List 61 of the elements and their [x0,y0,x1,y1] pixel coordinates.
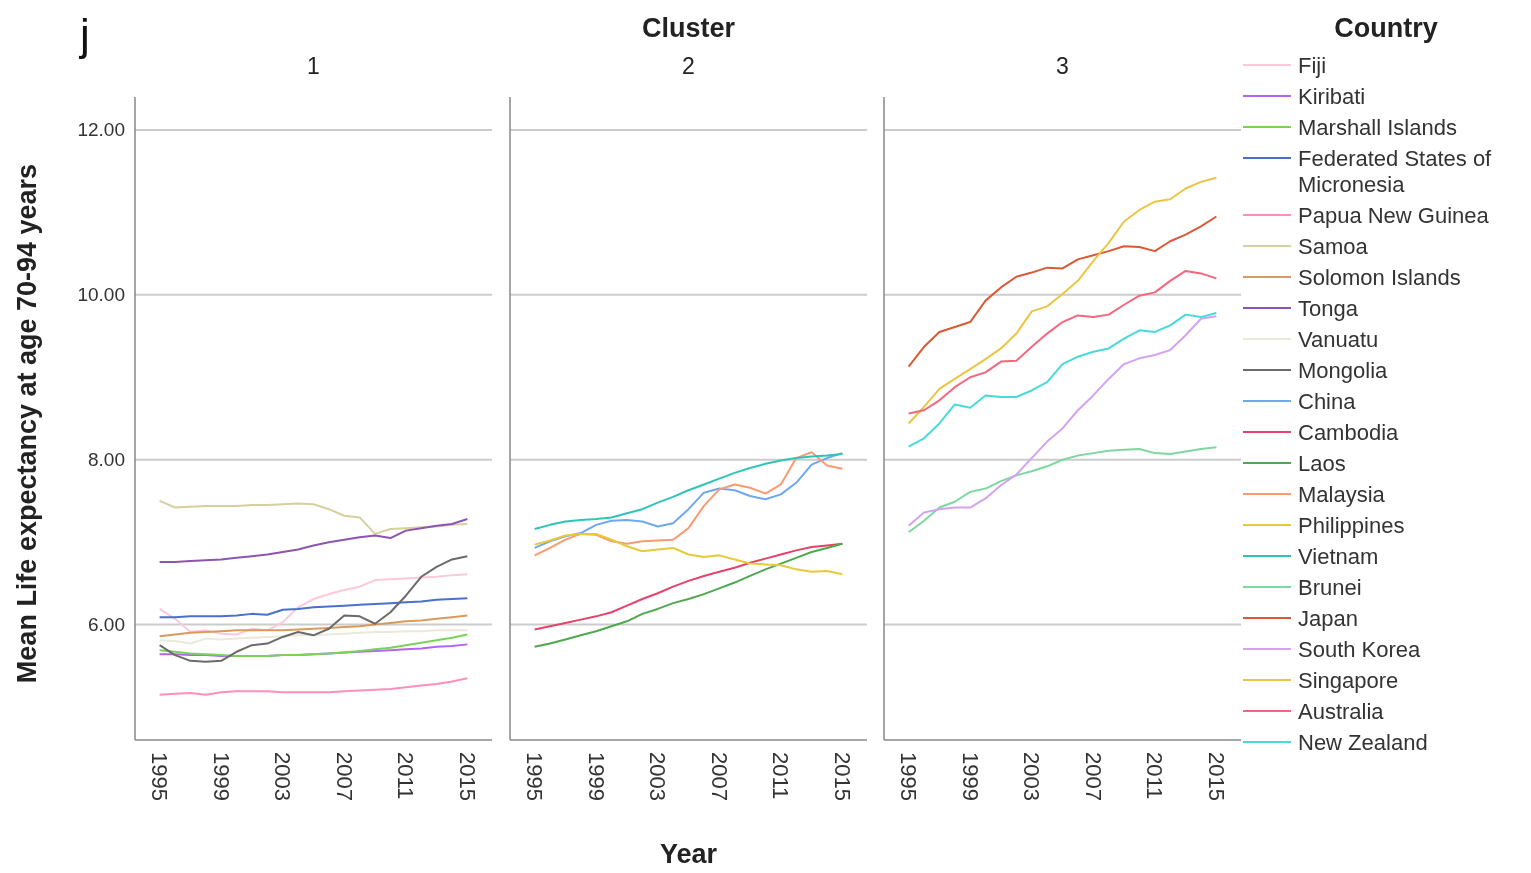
x-tick-label: 1995 [147,752,173,801]
legend-label: Cambodia [1298,419,1400,445]
legend-label: Brunei [1298,574,1362,600]
legend-label: Fiji [1298,52,1327,78]
x-tick-label: 1995 [896,752,922,801]
legend-label: Malaysia [1298,481,1386,507]
x-tick-label: 2011 [393,752,419,800]
x-tick-label: 2003 [1019,752,1045,801]
legend-label: Vietnam [1298,543,1379,569]
legend-label: Singapore [1298,667,1399,693]
y-tick-label: 8.00 [88,449,125,471]
x-tick-label: 2003 [270,752,296,801]
legend-label: Kiribati [1298,83,1366,109]
legend-label: Tonga [1298,295,1359,321]
line-series [158,597,469,619]
chart-title: 2 [682,53,695,79]
legend-title: Country [1334,13,1438,43]
legend-label: Solomon Islands [1298,264,1461,290]
text: Cluster [641,13,736,43]
legend-label: Japan [1298,605,1358,631]
legend-label: China [1298,388,1357,414]
chart-title: 1 [307,53,320,79]
line-series [158,518,469,563]
x-tick-label: 2011 [768,752,794,800]
legend-label: Laos [1298,450,1346,476]
legend-label: Federated States of Micronesia [1298,145,1493,197]
x-tick-label: 2007 [1080,752,1106,801]
chart-title: 3 [1056,53,1069,79]
text: j [78,10,90,59]
line-series [158,677,469,696]
line-series [158,614,469,638]
legend-label: Samoa [1298,233,1369,259]
x-tick-label: 1999 [957,752,983,801]
x-tick-label: 2015 [829,752,855,801]
y-tick-label: 6.00 [88,614,125,636]
x-tick-label: 2007 [706,752,732,801]
legend-label: South Korea [1298,636,1422,662]
legend-label: Vanuatu [1298,326,1379,352]
y-tick-label: 10.00 [77,284,125,306]
line-series [158,573,469,636]
x-tick-label: 1995 [522,752,548,801]
legend-label: Papua New Guinea [1298,202,1490,228]
y-axis-title: Mean Life expectancy at age 70-94 years [12,163,42,684]
line-series [158,629,469,645]
x-tick-label: 2015 [1203,752,1229,801]
x-axis-title: Year [659,839,718,869]
x-tick-label: 2015 [454,752,480,801]
line-series [158,499,469,535]
legend-label: Mongolia [1298,357,1389,383]
legend-label: Australia [1298,698,1385,724]
x-tick-label: 2007 [331,752,357,801]
line-series [158,555,469,663]
legend-label: Philippines [1298,512,1405,538]
line-series [158,633,469,657]
x-tick-label: 2011 [1142,752,1168,800]
x-tick-label: 1999 [208,752,234,801]
legend-label: Marshall Islands [1298,114,1457,140]
legend-label: New Zealand [1298,729,1428,755]
x-tick-label: 1999 [583,752,609,801]
x-tick-label: 2003 [645,752,671,801]
y-tick-label: 12.00 [77,119,125,141]
